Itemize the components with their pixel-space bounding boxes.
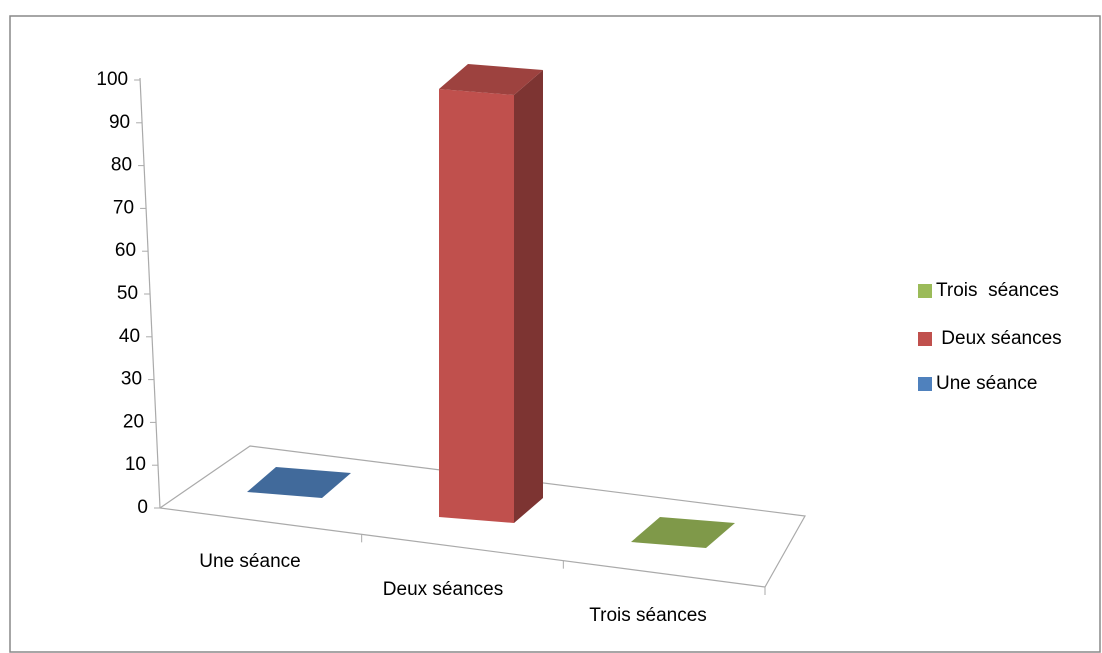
legend-label: Trois séances	[936, 280, 1059, 301]
legend-label: Deux séances	[936, 328, 1062, 349]
y-tick-label: 10	[125, 454, 146, 475]
y-tick-label: 90	[109, 112, 130, 133]
legend-swatch	[918, 332, 932, 346]
y-tick-label: 40	[119, 326, 140, 347]
y-tick-label: 100	[96, 69, 128, 90]
bar-side	[514, 70, 543, 523]
x-tick-label: Une séance	[199, 551, 300, 572]
y-axis	[139, 77, 161, 509]
y-tick-label: 0	[137, 497, 148, 518]
y-tick-label: 20	[123, 411, 144, 432]
legend-swatch	[918, 284, 932, 298]
y-tick-label: 80	[111, 155, 132, 176]
bar	[439, 64, 543, 523]
x-tick-label: Trois séances	[589, 605, 707, 626]
y-tick-label: 30	[121, 369, 142, 390]
bar-top	[439, 64, 543, 95]
y-tick-label: 70	[113, 197, 134, 218]
bar-front	[439, 89, 514, 523]
bar	[247, 467, 351, 498]
y-tick-label: 60	[115, 240, 136, 261]
bar-top	[631, 517, 735, 548]
bar-top	[247, 467, 351, 498]
y-tick-label: 50	[117, 283, 138, 304]
bar	[631, 517, 735, 548]
legend-swatch	[918, 377, 932, 391]
legend-label: Une séance	[936, 373, 1037, 394]
x-tick-label: Deux séances	[383, 579, 503, 600]
